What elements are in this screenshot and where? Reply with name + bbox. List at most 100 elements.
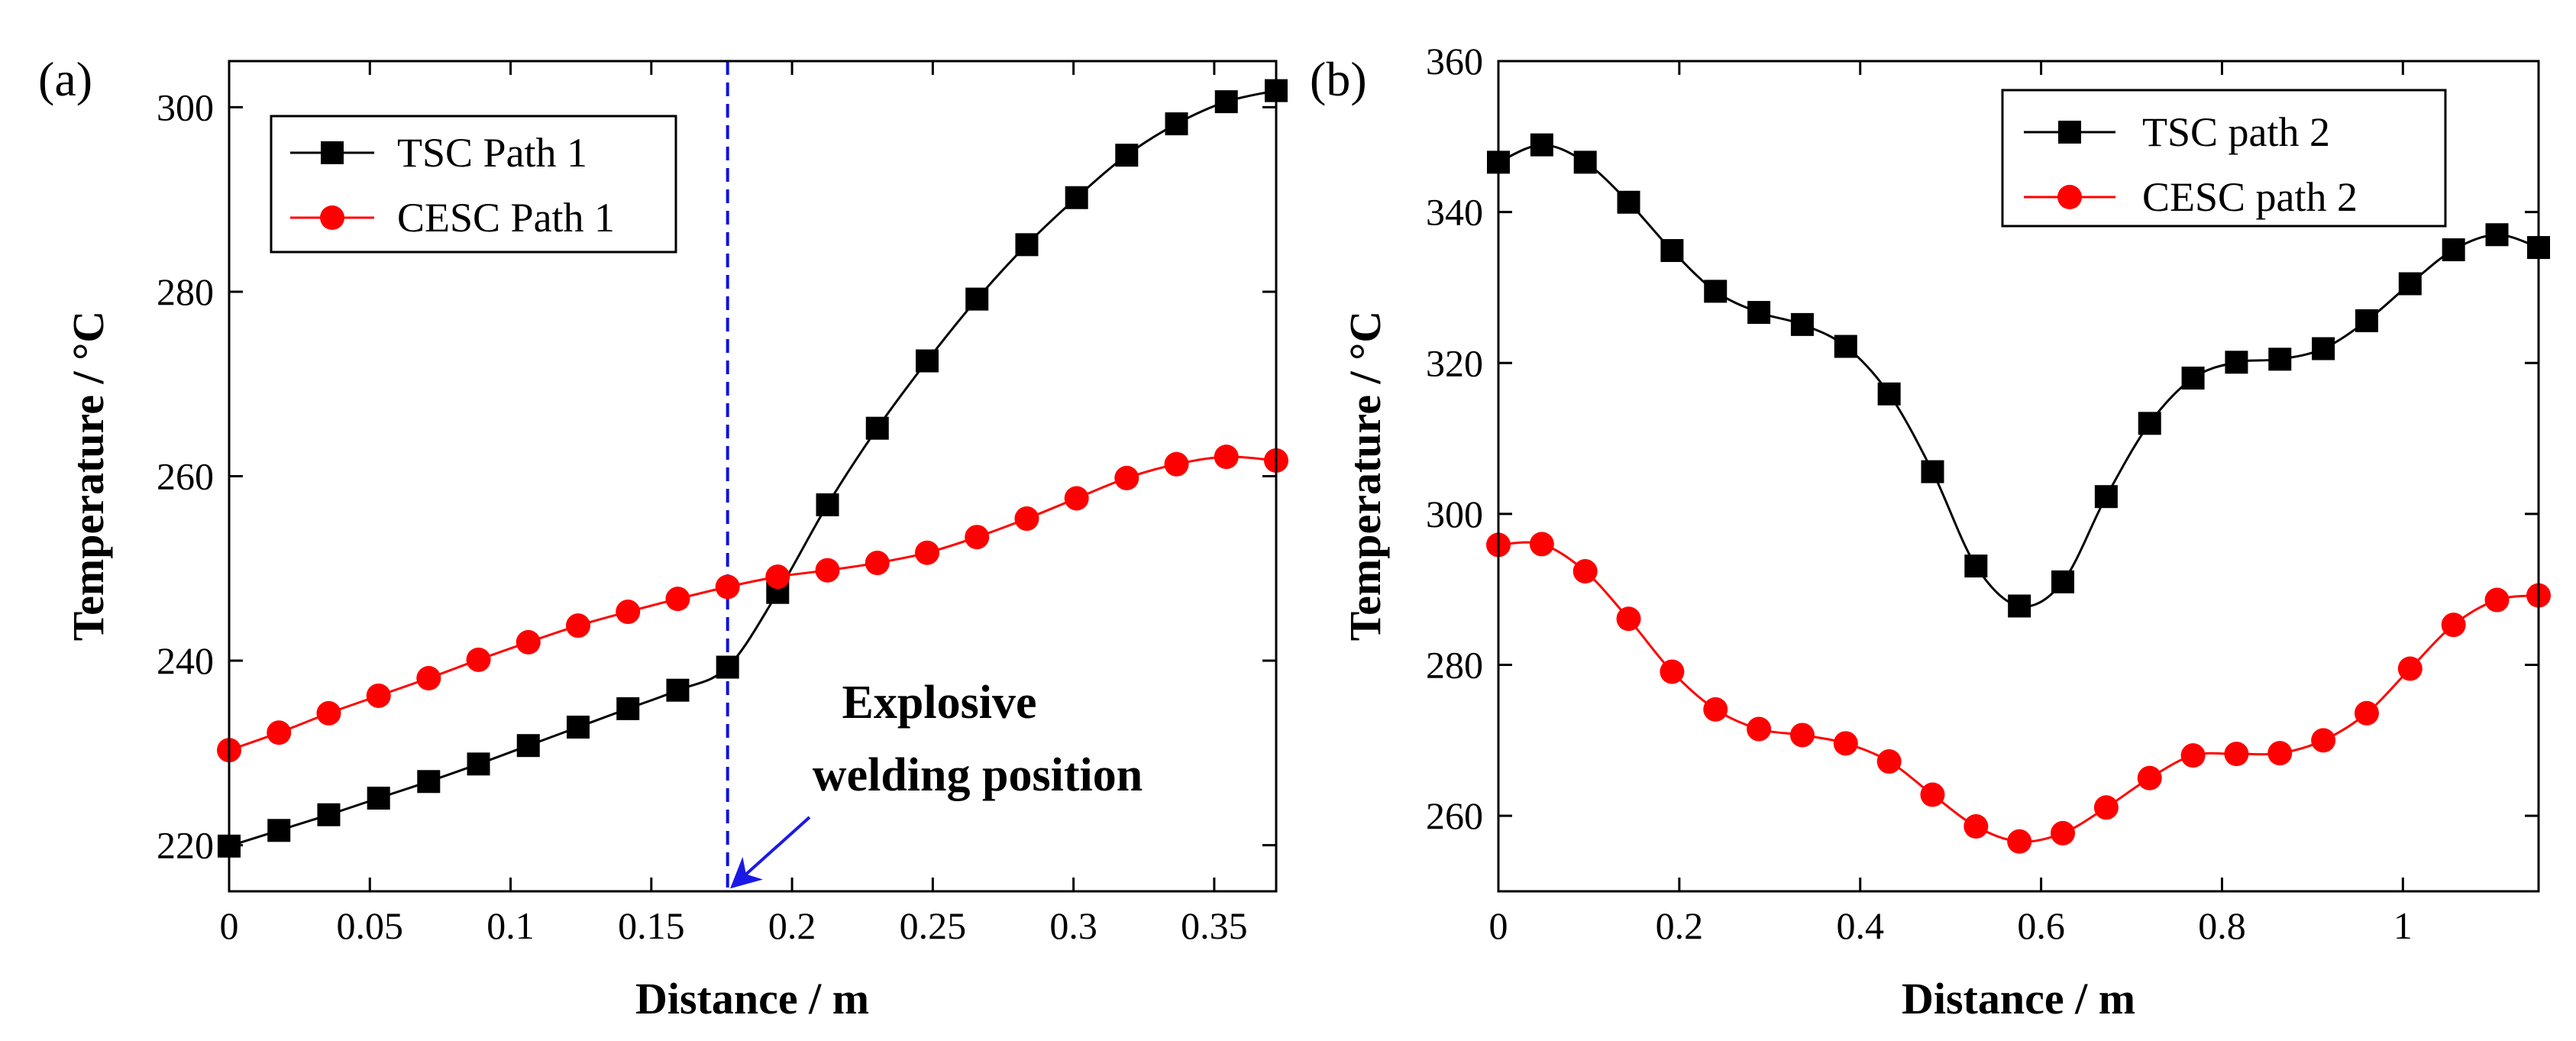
panel-a-x-tick-label: 0.3 bbox=[1049, 904, 1097, 947]
panel-a-series bbox=[217, 79, 1288, 858]
panel-a-data-point-cesc bbox=[416, 666, 441, 691]
panel-b-data-point-cesc bbox=[2007, 829, 2032, 854]
panel-b-data-point-tsc bbox=[2268, 348, 2292, 371]
panel-a-plot-frame bbox=[228, 60, 1278, 893]
panel-a-data-point-cesc bbox=[815, 558, 840, 583]
panel-a-data-point-cesc bbox=[915, 540, 939, 565]
panel-a-legend-label-tsc: TSC Path 1 bbox=[397, 130, 587, 176]
panel-a-data-point-tsc bbox=[567, 716, 590, 739]
panel-b-y-axis: 260 280 300 320 340 360 bbox=[1426, 40, 2539, 837]
panel-b-data-point-tsc bbox=[2051, 570, 2075, 593]
panel-b-legend-marker-tsc bbox=[2058, 121, 2081, 144]
panel-a-y-tick-label: 300 bbox=[157, 86, 214, 128]
panel-b-data-point-cesc bbox=[2311, 728, 2336, 753]
panel-a-legend: TSC Path 1 CESC Path 1 bbox=[270, 115, 677, 254]
panel-b-legend-marker-cesc bbox=[2057, 185, 2082, 209]
panel-a-data-point-tsc bbox=[516, 734, 540, 758]
panel-b-data-point-tsc bbox=[2181, 367, 2205, 390]
panel-a-y-tick-label: 280 bbox=[157, 270, 214, 313]
panel-b-data-point-cesc bbox=[1747, 716, 1772, 742]
panel-a-data-point-cesc bbox=[865, 551, 890, 576]
panel-a-data-point-tsc bbox=[1015, 233, 1039, 257]
panel-b-data-point-tsc bbox=[1834, 335, 1857, 358]
panel-a-annotation: Explosive welding position bbox=[730, 677, 1143, 889]
panel-a-chart: (a) 0 0.05 0.1 0.15 0.2 0.25 0.3 0.35 220 240 260… bbox=[38, 52, 1288, 1023]
panel-b-data-point-tsc bbox=[1790, 312, 1814, 336]
panel-a-data-point-tsc bbox=[367, 787, 390, 810]
panel-b-y-tick-label: 340 bbox=[1426, 191, 1483, 234]
annotation-line-1: Explosive bbox=[842, 677, 1037, 729]
panel-a-data-point-cesc bbox=[665, 587, 690, 612]
panel-b-x-tick-label: 0.4 bbox=[1836, 904, 1884, 947]
panel-a-data-point-tsc bbox=[1214, 90, 1238, 114]
panel-b-data-point-cesc bbox=[2093, 795, 2119, 820]
panel-a-data-point-tsc bbox=[616, 697, 640, 720]
panel-b-data-point-cesc bbox=[1920, 782, 1945, 807]
panel-b-data-point-cesc bbox=[1529, 532, 1554, 557]
panel-b-x-tick-label: 0 bbox=[1489, 904, 1508, 947]
panel-b-data-point-tsc bbox=[2094, 485, 2118, 509]
panel-a-data-point-cesc bbox=[316, 700, 341, 726]
panel-a-x-tick-label: 0.2 bbox=[768, 904, 816, 947]
panel-b-data-point-cesc bbox=[1789, 723, 1815, 748]
panel-b-data-point-cesc bbox=[2180, 743, 2206, 768]
panel-b-series-line-cesc bbox=[1498, 541, 2539, 843]
panel-b-plot-frame bbox=[1497, 60, 2540, 893]
panel-a-x-tick-label: 0.35 bbox=[1181, 904, 1248, 947]
panel-a-data-point-cesc bbox=[1014, 506, 1039, 532]
panel-b-data-point-tsc bbox=[2138, 412, 2161, 435]
panel-a-x-tick-label: 0 bbox=[220, 904, 239, 947]
panel-a-data-point-cesc bbox=[566, 613, 590, 639]
panel-a-x-axis: 0 0.05 0.1 0.15 0.2 0.25 0.3 0.35 bbox=[220, 61, 1248, 947]
panel-b-data-point-cesc bbox=[2441, 613, 2466, 638]
panel-a-data-point-tsc bbox=[816, 493, 839, 516]
panel-b-data-point-cesc bbox=[1660, 659, 1685, 684]
panel-a-data-point-cesc bbox=[466, 647, 491, 672]
panel-a-data-point-cesc bbox=[516, 629, 541, 655]
panel-a-data-point-cesc bbox=[366, 683, 391, 708]
panel-a-data-point-cesc bbox=[715, 574, 740, 600]
panel-b-chart: (b) 0 0.2 0.4 0.6 0.8 1 260 280 300 320 340 360 Di… bbox=[1310, 40, 2551, 1023]
panel-a-series-line-cesc bbox=[228, 455, 1277, 752]
panel-a-y-tick-label: 220 bbox=[157, 824, 214, 867]
panel-b-data-point-cesc bbox=[2137, 765, 2162, 790]
panel-a-data-point-tsc bbox=[865, 416, 889, 440]
panel-a-data-point-cesc bbox=[965, 525, 990, 550]
panel-a-y-tick-label: 260 bbox=[157, 455, 214, 498]
panel-a-data-point-tsc bbox=[965, 287, 989, 311]
panel-b-y-tick-label: 260 bbox=[1426, 794, 1483, 837]
panel-a-data-point-tsc bbox=[716, 655, 739, 679]
panel-b-data-point-cesc bbox=[2484, 587, 2510, 613]
panel-b-data-point-tsc bbox=[1660, 239, 1684, 263]
panel-b-x-tick-label: 1 bbox=[2393, 904, 2413, 947]
panel-a-data-point-tsc bbox=[1065, 186, 1088, 209]
panel-b-y-tick-label: 320 bbox=[1426, 341, 1483, 384]
panel-b-data-point-tsc bbox=[2355, 309, 2378, 332]
panel-a-y-axis: 220 240 260 280 300 bbox=[157, 86, 1276, 867]
panel-a-data-point-tsc bbox=[267, 819, 291, 842]
panel-a-x-axis-title: Distance / m bbox=[635, 974, 869, 1023]
panel-a-data-point-cesc bbox=[1214, 445, 1239, 470]
panel-b-data-point-tsc bbox=[2312, 337, 2335, 360]
panel-b-x-axis-title: Distance / m bbox=[1902, 974, 2135, 1023]
panel-b-data-point-cesc bbox=[2051, 820, 2076, 845]
panel-b-data-point-cesc bbox=[2224, 742, 2249, 767]
panel-a-data-point-tsc bbox=[666, 678, 690, 702]
panel-b-y-tick-label: 280 bbox=[1426, 644, 1483, 687]
panel-b-data-point-tsc bbox=[1877, 382, 1901, 406]
panel-a-legend-box bbox=[270, 115, 677, 254]
panel-b-label: (b) bbox=[1310, 52, 1367, 106]
panel-a-legend-marker-cesc bbox=[320, 205, 344, 230]
panel-b-data-point-tsc bbox=[1530, 133, 1553, 157]
panel-b-data-point-tsc bbox=[1617, 190, 1640, 214]
panel-b-data-point-cesc bbox=[1876, 749, 1902, 774]
panel-a-legend-marker-tsc bbox=[321, 141, 344, 164]
panel-b-legend-label-cesc: CESC path 2 bbox=[2142, 174, 2358, 220]
panel-b-legend: TSC path 2 CESC path 2 bbox=[2001, 89, 2447, 228]
panel-b-data-point-cesc bbox=[1703, 697, 1728, 722]
panel-b-data-point-tsc bbox=[2008, 594, 2031, 618]
panel-b-x-tick-label: 0.2 bbox=[1656, 904, 1704, 947]
panel-b-data-point-cesc bbox=[1572, 559, 1598, 584]
panel-a-y-tick-label: 240 bbox=[157, 639, 214, 682]
